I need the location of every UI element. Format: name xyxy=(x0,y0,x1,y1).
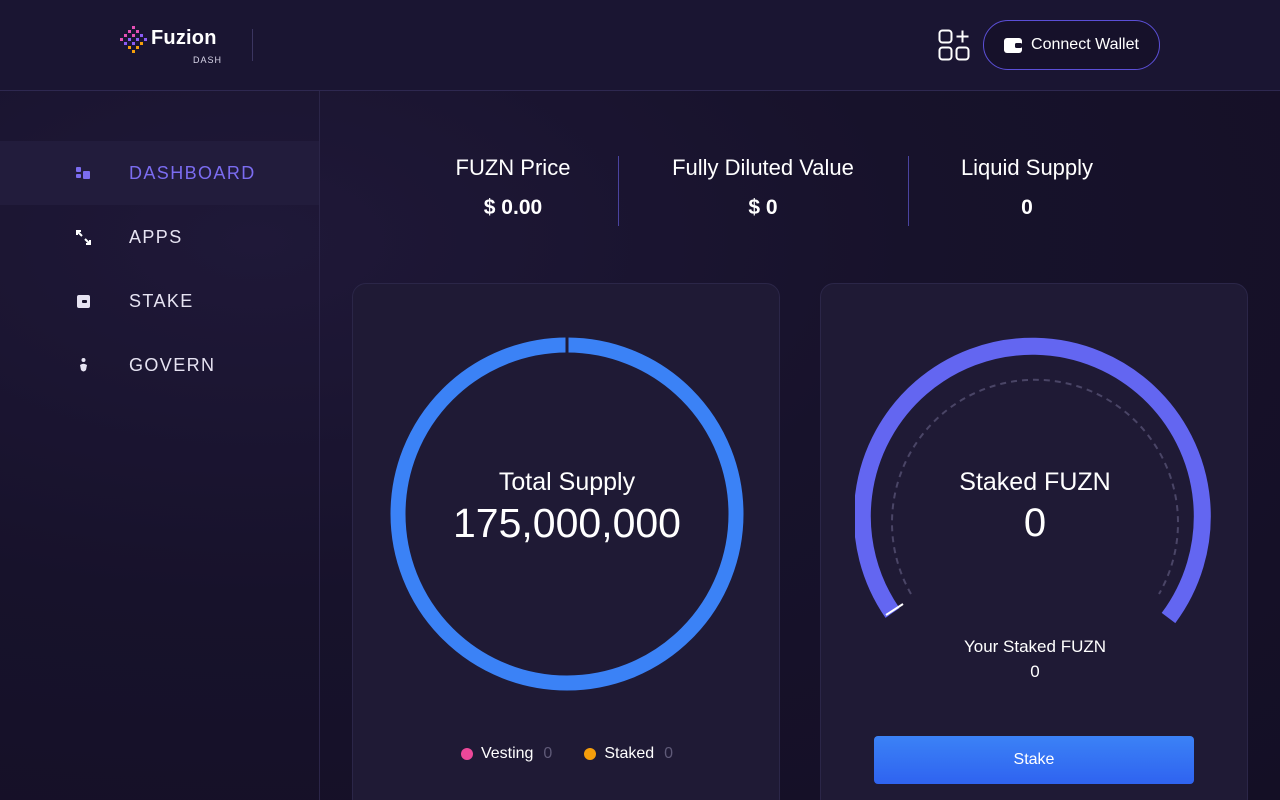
stake-button-label: Stake xyxy=(1013,751,1055,768)
your-staked-value: 0 xyxy=(1030,662,1040,681)
stake-button[interactable]: Stake xyxy=(874,736,1194,784)
legend-item-vesting: Vesting 0 xyxy=(460,745,553,763)
stat-liquid-supply: Liquid Supply 0 xyxy=(927,155,1127,220)
legend-item-staked: Staked 0 xyxy=(584,745,673,763)
header-divider xyxy=(252,29,253,61)
person-icon xyxy=(80,357,87,371)
staked-dot-icon xyxy=(584,748,597,760)
stat-value: 0 xyxy=(1021,196,1033,219)
connect-wallet-button[interactable]: Connect Wallet xyxy=(983,20,1160,70)
stat-title: FUZN Price xyxy=(455,155,571,180)
dashboard-icon xyxy=(76,166,90,179)
sidebar: DASHBOARD APPS STAKE GOVERN xyxy=(0,91,320,800)
sidebar-item-label: DASHBOARD xyxy=(129,162,256,183)
total-supply-value: 175,000,000 xyxy=(452,500,681,546)
staked-gauge xyxy=(855,337,1211,624)
sidebar-item-stake[interactable]: STAKE xyxy=(0,269,319,333)
sidebar-item-label: APPS xyxy=(129,226,183,247)
fuzion-logo-mark-icon xyxy=(120,26,147,53)
stat-title: Liquid Supply xyxy=(960,155,1094,180)
logo-text: Fuzion xyxy=(151,27,217,49)
total-supply-card: Total Supply 175,000,000 Vesting 0 Stake… xyxy=(352,283,780,800)
total-supply-title: Total Supply xyxy=(498,468,636,496)
sidebar-item-dashboard[interactable]: DASHBOARD xyxy=(0,141,319,205)
your-staked-label: Your Staked FUZN xyxy=(963,637,1107,656)
staked-fuzn-value: 0 xyxy=(1023,501,1047,545)
sidebar-item-apps[interactable]: APPS xyxy=(0,205,319,269)
total-supply-ring xyxy=(390,336,744,691)
connect-wallet-label: Connect Wallet xyxy=(1031,36,1139,53)
stat-value: $ 0.00 xyxy=(483,196,543,219)
logo-subtitle: DASH xyxy=(193,55,223,65)
vesting-dot-icon xyxy=(460,748,473,760)
sidebar-item-label: GOVERN xyxy=(129,354,216,375)
staked-fuzn-card: Staked FUZN 0 Your Staked FUZN 0 Stake xyxy=(820,283,1248,800)
sidebar-item-govern[interactable]: GOVERN xyxy=(0,333,319,397)
legend-value: 0 xyxy=(664,745,674,762)
stat-divider xyxy=(908,156,909,226)
top-header: Fuzion DASH Connect Wallet xyxy=(0,0,1280,91)
stat-title: Fully Diluted Value xyxy=(672,155,854,180)
wallet-icon xyxy=(1004,37,1023,53)
stat-divider xyxy=(618,156,619,226)
staked-fuzn-title: Staked FUZN xyxy=(959,468,1111,496)
legend-value: 0 xyxy=(543,745,553,762)
legend-label: Staked xyxy=(604,745,655,762)
fuzion-logo[interactable]: Fuzion DASH xyxy=(119,25,229,65)
sidebar-item-label: STAKE xyxy=(129,290,194,311)
wallet-icon xyxy=(77,294,90,308)
stat-fully-diluted-value: Fully Diluted Value $ 0 xyxy=(643,155,883,220)
legend-label: Vesting xyxy=(480,745,534,762)
apps-grid-icon[interactable] xyxy=(938,29,970,61)
stat-value: $ 0 xyxy=(748,196,778,219)
stat-fuzn-price: FUZN Price $ 0.00 xyxy=(413,155,613,220)
supply-legend: Vesting 0 Staked 0 xyxy=(353,745,781,763)
arrows-icon xyxy=(76,229,91,245)
